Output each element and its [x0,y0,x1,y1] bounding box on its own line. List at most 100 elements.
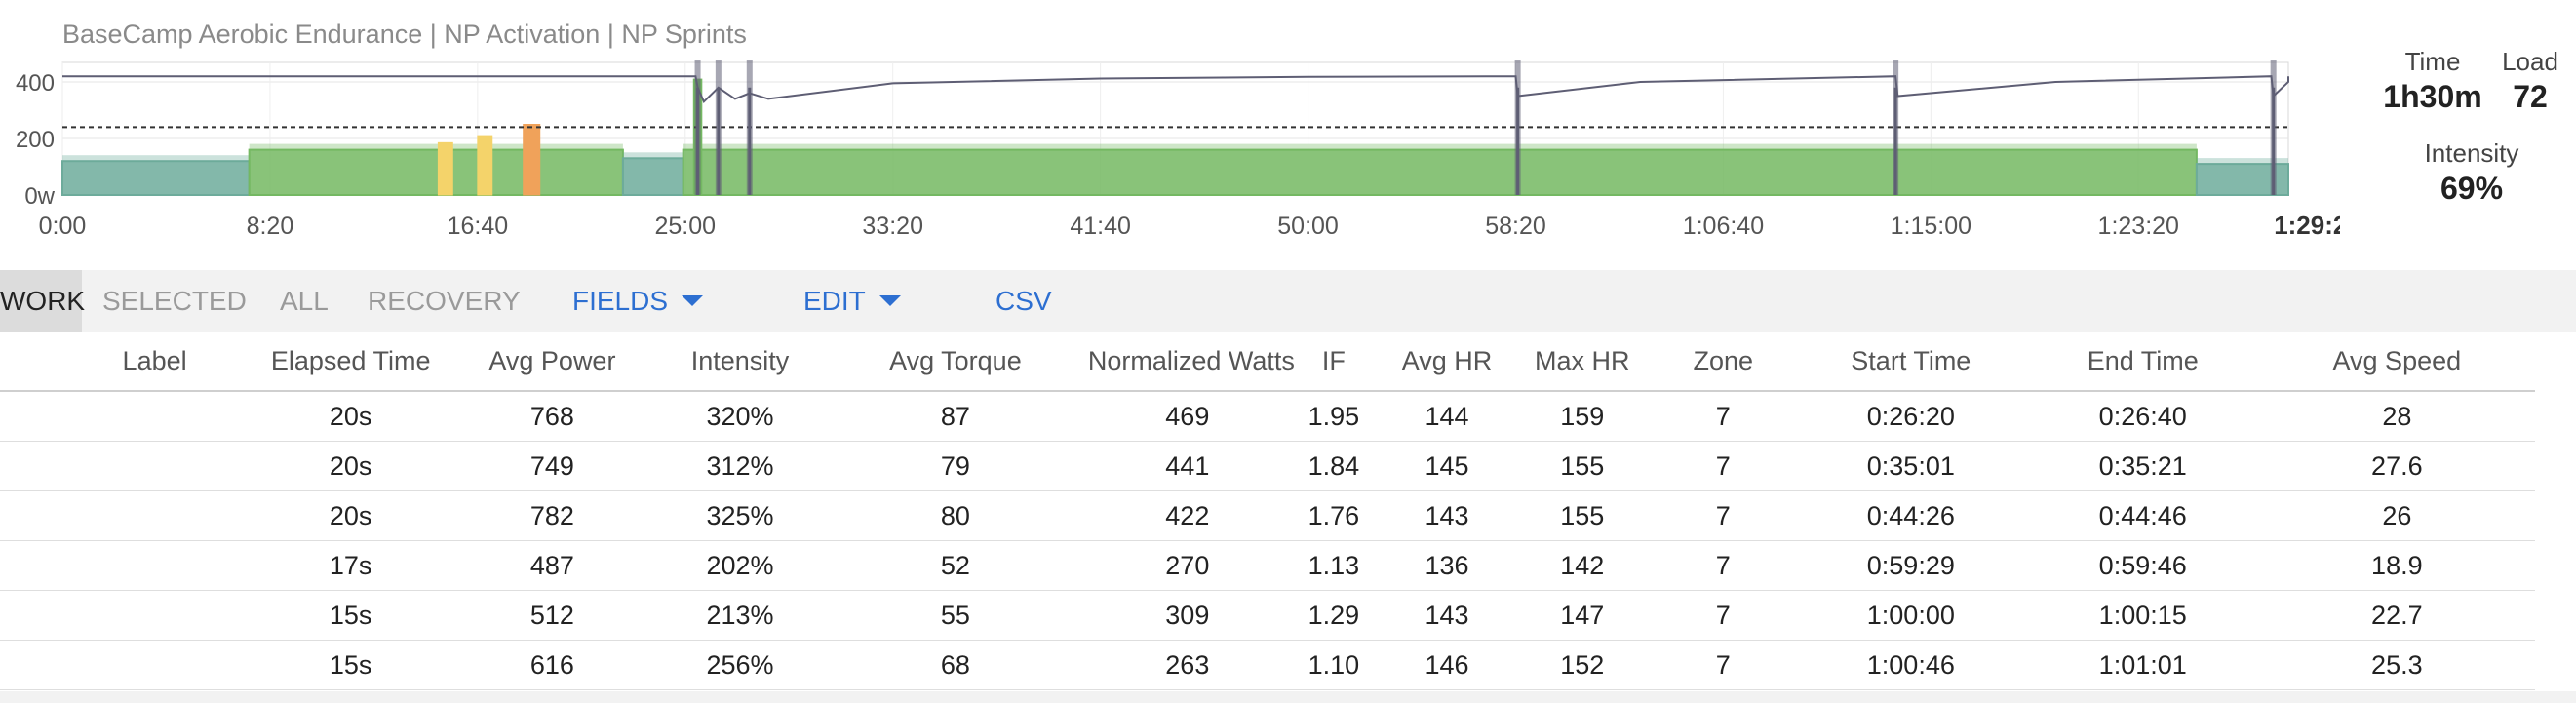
tab-work[interactable]: WORK [0,270,85,332]
chevron-down-icon [682,295,704,307]
table-cell: 20s [254,441,448,491]
table-cell: 256% [657,640,823,690]
edit-dropdown[interactable]: EDIT [803,270,901,332]
row-select-cell [0,540,56,591]
table-cell: 79 [822,441,1088,491]
table-cell: 80 [822,490,1088,541]
intensity-stat: Intensity 69% [2399,138,2545,207]
table-cell: 143 [1381,590,1513,641]
table-row[interactable]: 17s 487 202% 52 270 1.13 136 142 7 0:59:29 0:59:46… [0,540,2535,591]
table-cell: 202% [657,540,823,591]
tab-recovery[interactable]: RECOVERY [368,270,521,332]
table-cell [55,640,254,690]
table-row[interactable]: 20s 749 312% 79 441 1.84 145 155 7 0:35:01 0:35:21… [0,441,2535,491]
column-header[interactable]: End Time [2026,332,2259,392]
y-tick-label: 0w [24,183,55,210]
x-tick-label: 0:00 [39,213,87,240]
column-header[interactable]: Intensity [657,332,823,392]
table-cell: 155 [1512,441,1652,491]
column-header[interactable]: Avg Torque [822,332,1088,392]
x-tick-label: 8:20 [247,213,294,240]
table-row[interactable]: 20s 782 325% 80 422 1.76 143 155 7 0:44:26 0:44:46… [0,490,2535,541]
table-row[interactable]: 15s 616 256% 68 263 1.10 146 152 7 1:00:46 1:01:01… [0,640,2535,690]
time-value: 1h30m [2383,79,2482,114]
table-cell: 1.29 [1286,590,1382,641]
table-cell: 143 [1381,490,1513,541]
effort-bar [523,124,541,196]
tab-selected[interactable]: SELECTED [102,270,247,332]
interval-toolbar: WORK SELECTED ALL RECOVERY FIELDS EDIT C… [0,270,2576,332]
table-cell [55,540,254,591]
table-cell: 15s [254,640,448,690]
power-chart[interactable]: 400 200 0w 0:00 8:20 16:40 25:00 33:20 41:40 50:… [0,0,2340,254]
intensity-label: Intensity [2424,138,2519,168]
load-value: 72 [2513,79,2548,114]
x-tick-label: 16:40 [448,213,509,240]
column-header[interactable]: Avg HR [1381,332,1513,392]
table-cell: 1.10 [1286,640,1382,690]
table-cell: 7 [1651,391,1795,442]
column-header[interactable]: Label [55,332,254,392]
effort-bar [477,135,493,196]
table-cell: 0:26:40 [2026,391,2259,442]
intervals-table: Label Elapsed Time Avg Power Intensity Avg T… [0,332,2535,690]
x-tick-label: 33:20 [862,213,923,240]
load-stat: Load 72 [2494,47,2566,115]
column-header[interactable]: IF [1286,332,1382,392]
table-cell: 441 [1087,441,1287,491]
row-select-cell [0,391,56,442]
table-cell: 320% [657,391,823,442]
column-header[interactable]: Normalized Watts [1087,332,1295,392]
table-footer [0,691,2576,703]
table-cell: 0:44:46 [2026,490,2259,541]
column-header[interactable]: Avg Speed [2258,332,2535,392]
x-end-label: 1:29:21 [2274,211,2340,240]
table-cell: 512 [447,590,658,641]
column-header[interactable]: Max HR [1512,332,1652,392]
table-cell: 136 [1381,540,1513,591]
power-block-cap [2196,158,2288,165]
column-header[interactable]: Elapsed Time [254,332,448,392]
row-select-cell [0,590,56,641]
table-row[interactable]: 20s 768 320% 87 469 1.95 144 159 7 0:26:20 0:26:40… [0,391,2535,442]
tab-selected-label: SELECTED [102,286,247,316]
power-block [248,148,624,197]
table-cell: 749 [447,441,658,491]
row-select-cell [0,441,56,491]
fields-dropdown[interactable]: FIELDS [572,270,704,332]
tab-all-label: ALL [280,286,329,316]
row-select-cell [0,490,56,541]
chart-title: BaseCamp Aerobic Endurance | NP Activati… [62,20,747,49]
table-cell: 1:00:15 [2026,590,2259,641]
table-cell: 1:00:46 [1794,640,2027,690]
table-cell: 0:44:26 [1794,490,2027,541]
x-tick-label: 1:23:20 [2098,213,2179,240]
x-tick-label: 1:15:00 [1891,213,1971,240]
table-cell: 0:59:46 [2026,540,2259,591]
load-label: Load [2502,47,2558,76]
power-block [682,148,2198,197]
column-header[interactable]: Start Time [1794,332,2027,392]
table-cell: 1.95 [1286,391,1382,442]
table-cell: 144 [1381,391,1513,442]
table-cell [55,590,254,641]
power-block [61,160,251,196]
table-cell: 87 [822,391,1088,442]
table-row[interactable]: 15s 512 213% 55 309 1.29 143 147 7 1:00:00 1:00:15… [0,590,2535,641]
table-cell: 145 [1381,441,1513,491]
csv-button[interactable]: CSV [995,270,1052,332]
tab-all[interactable]: ALL [280,270,329,332]
table-cell: 1:00:00 [1794,590,2027,641]
column-header[interactable]: Zone [1651,332,1795,392]
table-cell: 213% [657,590,823,641]
table-cell: 25.3 [2258,640,2535,690]
table-cell: 159 [1512,391,1652,442]
tab-recovery-label: RECOVERY [368,286,521,316]
table-cell: 1.76 [1286,490,1382,541]
table-cell: 0:35:01 [1794,441,2027,491]
edit-label: EDIT [803,286,866,316]
table-cell: 0:35:21 [2026,441,2259,491]
column-header[interactable]: Avg Power [447,332,658,392]
table-cell [55,441,254,491]
table-cell: 52 [822,540,1088,591]
